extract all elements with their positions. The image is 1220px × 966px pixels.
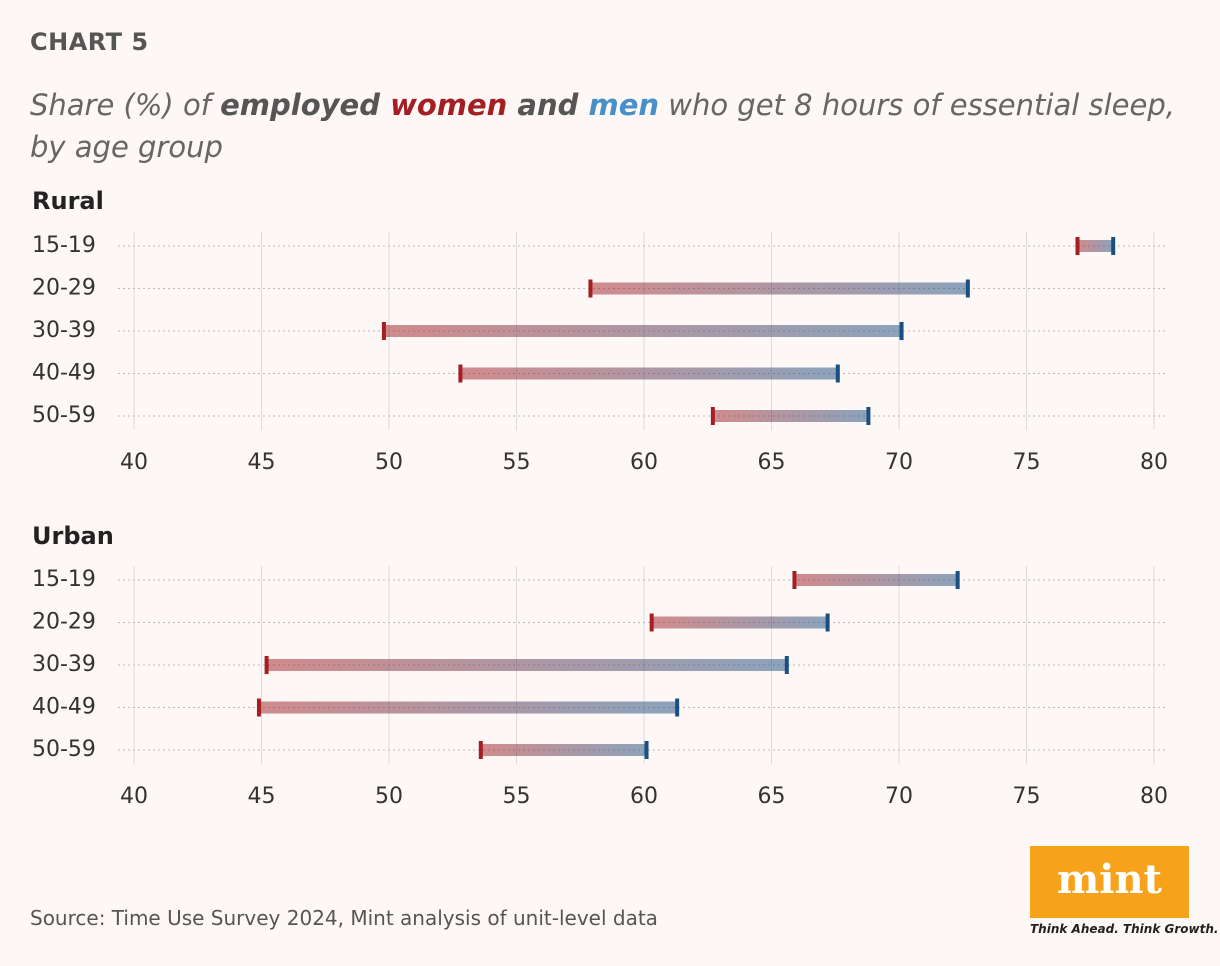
x-tick-label: 80 [1140,784,1168,809]
y-tick-label: 50-59 [32,403,96,428]
y-tick-label: 15-19 [32,233,96,258]
connector [1077,240,1114,252]
x-tick-label: 50 [375,450,403,475]
men-marker [866,407,871,425]
x-tick-label: 40 [120,784,148,809]
x-tick-label: 75 [1013,450,1041,475]
men-marker [784,656,789,674]
subtitle-text: Share (%) of [30,88,221,122]
connector [266,659,787,671]
subtitle-text: employed [220,88,391,122]
x-tick-label: 75 [1013,784,1041,809]
x-tick-label: 60 [630,450,658,475]
y-tick-label: 30-39 [32,318,96,343]
men-marker [965,279,970,298]
connector [258,701,678,714]
y-tick-label: 50-59 [32,737,96,762]
x-tick-label: 70 [885,450,913,475]
men-marker [1111,237,1116,255]
women-marker [256,698,261,717]
connector [480,744,647,756]
y-tick-label: 40-49 [32,695,96,720]
x-tick-label: 80 [1140,450,1168,475]
x-tick-label: 55 [503,784,531,809]
x-tick-label: 50 [375,784,403,809]
men-marker [835,364,840,383]
women-marker [478,741,483,759]
x-tick-label: 65 [758,450,786,475]
women-marker [458,364,463,383]
men-marker [955,571,960,589]
women-marker [588,279,593,298]
x-tick-label: 40 [120,450,148,475]
connector [590,282,968,295]
tagline: Think Ahead. Think Growth. [1030,922,1219,936]
women-marker [264,656,269,674]
y-tick-label: 20-29 [32,276,96,301]
connector [712,410,869,422]
y-tick-label: 20-29 [32,610,96,635]
men-marker [825,613,830,632]
x-tick-label: 45 [248,450,276,475]
x-tick-label: 45 [248,784,276,809]
women-marker [381,322,386,340]
y-tick-label: 15-19 [32,567,96,592]
x-tick-label: 65 [758,784,786,809]
y-tick-label: 40-49 [32,361,96,386]
panel-title: Rural [32,187,104,215]
men-marker [675,698,680,717]
men-marker [644,741,649,759]
panel-title: Urban [32,522,114,550]
women-marker [792,571,797,589]
connector [651,616,828,629]
men-marker [899,322,904,340]
connector [460,367,838,380]
women-marker [1075,237,1080,255]
x-tick-label: 55 [503,450,531,475]
women-marker [710,407,715,425]
chart-label: CHART 5 [30,28,149,56]
subtitle-text: and [507,88,589,122]
y-tick-label: 30-39 [32,652,96,677]
connector [383,325,902,337]
connector [794,574,958,586]
subtitle-series-name: women [390,88,508,122]
subtitle: Share (%) of employed women and men who … [30,84,1190,168]
subtitle-series-name: men [588,88,660,122]
x-tick-label: 60 [630,784,658,809]
women-marker [649,613,654,632]
source: Source: Time Use Survey 2024, Mint analy… [30,906,658,930]
logo: mint [1030,846,1189,918]
subtitle-text: who get 8 hours of essential sleep, by a… [30,88,1185,164]
x-tick-label: 70 [885,784,913,809]
